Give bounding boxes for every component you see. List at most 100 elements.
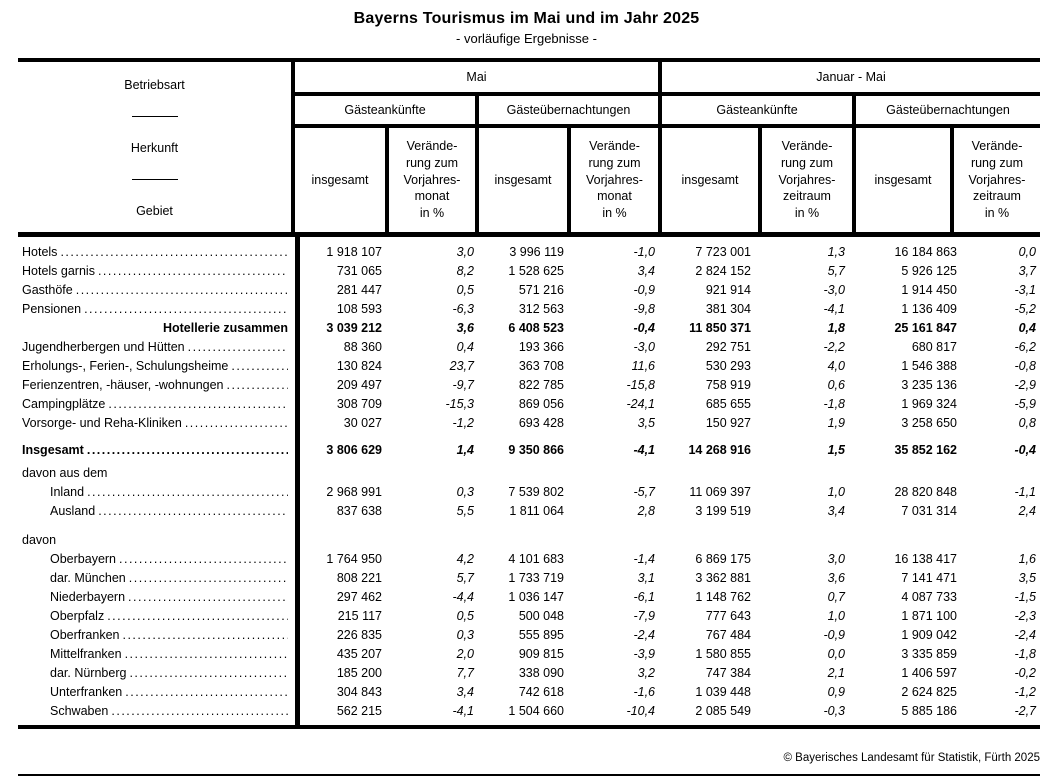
row-label-text: Hotellerie zusammen	[162, 321, 288, 335]
header-insgesamt: insgesamt	[852, 128, 950, 232]
dot-leader: ........................................…	[60, 245, 288, 259]
row-label: Inland..................................…	[18, 483, 300, 502]
change-percent-cell: 5,7	[456, 571, 474, 585]
table-row: Niederbayern............................…	[18, 588, 1040, 607]
change-percent-cell: -4,1	[633, 443, 655, 457]
header-mai: Mai	[466, 70, 487, 84]
table-row: Mittelfranken...........................…	[18, 645, 1040, 664]
total-value-cell: 742 618	[518, 685, 564, 699]
table-row: Insgesamt...............................…	[18, 441, 1040, 460]
total-value-cell: 6 869 175	[695, 552, 751, 566]
row-label: dar. Nürnberg...........................…	[18, 664, 300, 683]
header-ankuenfte-jan-mai: Gästeankünfte	[658, 96, 852, 124]
total-value-cell: 1 136 409	[901, 302, 957, 316]
total-value-cell: 14 268 916	[688, 443, 751, 457]
change-percent-cell: -10,4	[626, 704, 656, 718]
total-value-cell: 1 406 597	[901, 666, 957, 680]
row-label: Oberbayern..............................…	[18, 550, 300, 569]
change-percent-cell: 1,3	[827, 245, 845, 259]
row-label: Hotels garnis...........................…	[18, 262, 300, 281]
change-percent-cell: 3,6	[456, 321, 474, 335]
row-label-text: Hotels garnis	[22, 264, 95, 278]
change-percent-cell: 0,9	[827, 685, 845, 699]
header-ankuenfte-mai: Gästeankünfte	[344, 103, 426, 117]
header-period-row: Mai Januar - Mai	[295, 62, 1040, 96]
change-percent-cell: 3,0	[827, 552, 845, 566]
header-insgesamt: insgesamt	[658, 128, 758, 232]
total-value-cell: 921 914	[705, 283, 751, 297]
change-percent-cell: -1,5	[1014, 590, 1036, 604]
row-label: Ferienzentren, -häuser, -wohnungen......…	[18, 376, 300, 395]
total-value-cell: 304 843	[336, 685, 382, 699]
total-value-cell: 185 200	[336, 666, 382, 680]
dot-leader: ........................................…	[128, 590, 288, 604]
table-row: Schwaben................................…	[18, 702, 1040, 721]
total-value-cell: 5 926 125	[901, 264, 957, 278]
row-label: Oberpfalz...............................…	[18, 607, 300, 626]
table-row: Pensionen...............................…	[18, 300, 1040, 319]
total-value-cell: 5 885 186	[901, 704, 957, 718]
table-row: dar. Nürnberg...........................…	[18, 664, 1040, 683]
dot-leader: ........................................…	[75, 283, 288, 297]
table-row: Oberpfalz...............................…	[18, 607, 1040, 626]
change-percent-cell: 4,0	[827, 359, 845, 373]
change-percent-cell: 7,7	[456, 666, 474, 680]
total-value-cell: 909 815	[518, 647, 564, 661]
change-percent-cell: 1,6	[1018, 552, 1036, 566]
total-value-cell: 680 817	[911, 340, 957, 354]
change-percent-cell: 3,5	[637, 416, 655, 430]
row-label: Hotellerie zusammen	[18, 319, 300, 338]
total-value-cell: 3 235 136	[901, 378, 957, 392]
header-corner-cell: Betriebsart Herkunft Gebiet	[18, 62, 295, 232]
change-percent-cell: -1,1	[1014, 485, 1036, 499]
change-percent-cell: -6,2	[1014, 340, 1036, 354]
total-value-cell: 2 824 152	[695, 264, 751, 278]
change-percent-cell: 1,0	[827, 485, 845, 499]
row-label: davon aus dem	[18, 464, 300, 483]
change-percent-cell: 3,6	[827, 571, 845, 585]
total-value-cell: 777 643	[705, 609, 751, 623]
total-value-cell: 3 039 212	[326, 321, 382, 335]
change-percent-cell: -0,9	[633, 283, 655, 297]
change-percent-cell: -1,6	[633, 685, 655, 699]
header-uebernachtungen-mai: Gästeübernachtungen	[475, 96, 658, 124]
total-value-cell: 562 215	[336, 704, 382, 718]
change-percent-cell: -4,1	[823, 302, 845, 316]
change-percent-cell: 0,4	[456, 340, 474, 354]
dot-leader: ........................................…	[108, 397, 288, 411]
change-percent-cell: 5,5	[456, 504, 474, 518]
total-value-cell: 747 384	[705, 666, 751, 680]
total-value-cell: 6 408 523	[508, 321, 564, 335]
header-herkunft-label: Herkunft	[130, 141, 179, 155]
total-value-cell: 731 065	[336, 264, 382, 278]
change-percent-cell: -5,9	[1014, 397, 1036, 411]
change-percent-cell: 0,3	[456, 628, 474, 642]
change-percent-cell: 23,7	[449, 359, 474, 373]
row-label: Jugendherbergen und Hütten..............…	[18, 338, 300, 357]
total-value-cell: 209 497	[336, 378, 382, 392]
table-row: davon aus dem	[18, 464, 1040, 483]
total-value-cell: 1 733 719	[508, 571, 564, 585]
total-value-cell: 3 335 859	[901, 647, 957, 661]
change-percent-cell: -0,8	[1014, 359, 1036, 373]
total-value-cell: 11 850 371	[689, 321, 751, 335]
row-label-text: Schwaben	[50, 704, 109, 718]
row-label: Schwaben................................…	[18, 702, 300, 721]
row-label-text: Oberbayern	[50, 552, 117, 566]
row-label-text: Ausland	[50, 504, 96, 518]
change-percent-cell: -1,0	[633, 245, 655, 259]
change-percent-cell: 0,6	[827, 378, 845, 392]
change-percent-cell: 1,9	[827, 416, 845, 430]
change-percent-cell: -7,9	[633, 609, 655, 623]
row-label-text: Inland	[50, 485, 85, 499]
change-percent-cell: 8,2	[456, 264, 474, 278]
change-percent-cell: 2,1	[827, 666, 845, 680]
total-value-cell: 1 580 855	[695, 647, 751, 661]
total-value-cell: 3 362 881	[695, 571, 751, 585]
total-value-cell: 28 820 848	[894, 485, 957, 499]
table-row: Ferienzentren, -häuser, -wohnungen......…	[18, 376, 1040, 395]
change-percent-cell: -1,4	[633, 552, 655, 566]
header-change-period: Verände- rung zum Vorjahres- zeitraum in…	[758, 128, 852, 232]
total-value-cell: 30 027	[343, 416, 382, 430]
